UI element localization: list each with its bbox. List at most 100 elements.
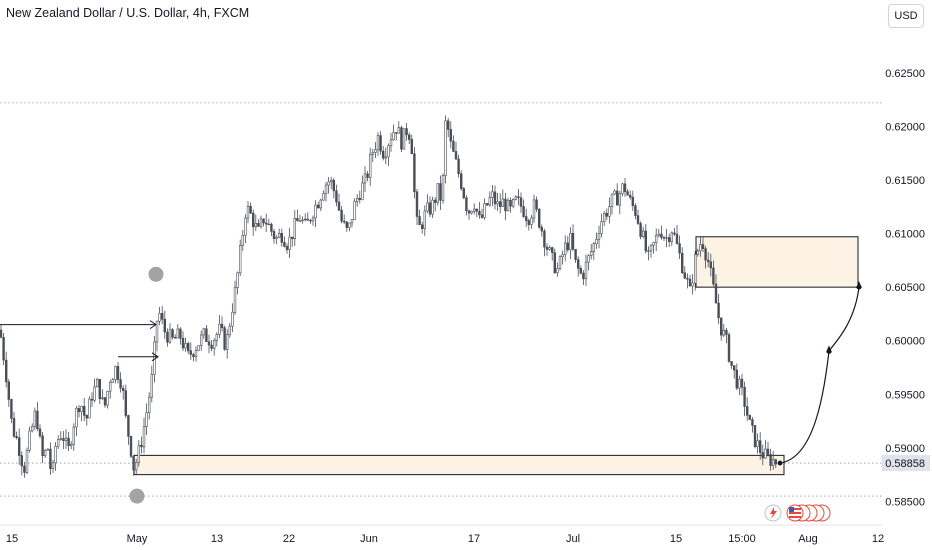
candle: [106, 390, 109, 409]
candle: [270, 222, 273, 237]
candle: [426, 194, 429, 214]
candle: [301, 216, 304, 224]
candle: [49, 442, 52, 475]
candle: [761, 444, 765, 466]
candle: [259, 215, 263, 229]
candle: [730, 361, 733, 369]
candle: [686, 273, 689, 289]
projection-point[interactable]: [777, 460, 783, 466]
candle: [101, 389, 104, 401]
candle: [64, 429, 68, 450]
candle: [556, 262, 559, 277]
candle: [306, 212, 309, 221]
projection-path[interactable]: [779, 287, 860, 464]
chart-title: New Zealand Dollar / U.S. Dollar, 4h, FX…: [6, 6, 250, 20]
candle: [189, 342, 192, 360]
candle: [241, 229, 244, 251]
x-tick-label: 12: [872, 533, 884, 545]
candle: [587, 254, 590, 271]
supply-zone[interactable]: [695, 236, 859, 288]
candle: [23, 461, 26, 478]
candle: [98, 379, 102, 404]
candle: [501, 189, 504, 207]
candle: [41, 432, 44, 464]
candle: [246, 201, 250, 224]
candle: [758, 432, 762, 460]
candle: [491, 184, 494, 207]
candle: [732, 365, 736, 379]
candle: [558, 255, 562, 271]
candle: [319, 198, 322, 212]
candle: [589, 243, 593, 260]
candle: [756, 433, 759, 454]
candle: [680, 247, 684, 275]
candle: [722, 324, 726, 337]
y-tick-label: 0.58500: [885, 496, 925, 508]
candle: [67, 431, 70, 452]
candle: [665, 228, 668, 248]
candle: [145, 403, 148, 435]
candle: [400, 125, 403, 152]
candle: [329, 176, 333, 190]
candle: [249, 202, 252, 214]
candle: [158, 307, 161, 325]
candle: [309, 219, 312, 224]
candle: [200, 330, 203, 351]
candle: [236, 271, 239, 295]
candle: [381, 146, 385, 161]
candle: [514, 195, 518, 201]
us-flag-icon[interactable]: [786, 504, 831, 522]
candle: [59, 431, 63, 441]
candle: [392, 124, 395, 141]
event-icons[interactable]: [764, 504, 831, 522]
candle: [379, 131, 382, 155]
candle: [124, 384, 128, 419]
candle: [51, 459, 55, 473]
candle: [280, 228, 283, 247]
circle-marker[interactable]: [129, 488, 145, 504]
candle: [597, 225, 601, 249]
candle: [472, 203, 476, 215]
candle: [550, 246, 554, 261]
candle: [517, 188, 520, 206]
ray-arrow-icon: [149, 320, 157, 330]
candle: [654, 228, 658, 252]
candle: [719, 317, 723, 341]
candle: [574, 248, 577, 263]
candle: [114, 365, 117, 384]
candle: [119, 372, 122, 393]
candle: [465, 195, 468, 216]
candle: [75, 405, 78, 437]
candle: [374, 142, 377, 159]
candle: [340, 206, 343, 224]
candle: [394, 132, 398, 141]
x-tick-label: Jul: [566, 533, 580, 545]
candle: [639, 221, 642, 240]
candle: [436, 183, 439, 206]
candle: [751, 417, 754, 433]
candle: [293, 210, 296, 246]
arrow-up-icon: [826, 345, 832, 353]
candle: [36, 402, 39, 432]
currency-button[interactable]: USD: [888, 4, 924, 28]
candle: [410, 134, 413, 155]
candle: [595, 232, 598, 249]
y-tick-label: 0.59000: [885, 443, 925, 455]
candle: [103, 397, 107, 408]
candle: [496, 193, 499, 211]
candle: [673, 227, 676, 236]
candle: [771, 451, 775, 471]
candle: [717, 294, 720, 325]
candle: [179, 327, 182, 345]
candle: [387, 143, 390, 167]
candle: [116, 361, 120, 384]
candle: [226, 329, 229, 359]
circle-marker[interactable]: [148, 266, 164, 282]
candle: [197, 345, 200, 351]
candle: [389, 132, 393, 152]
demand-zone[interactable]: [133, 454, 785, 476]
candle: [56, 435, 60, 449]
candle: [127, 414, 130, 445]
x-tick-label: 15: [6, 533, 18, 545]
